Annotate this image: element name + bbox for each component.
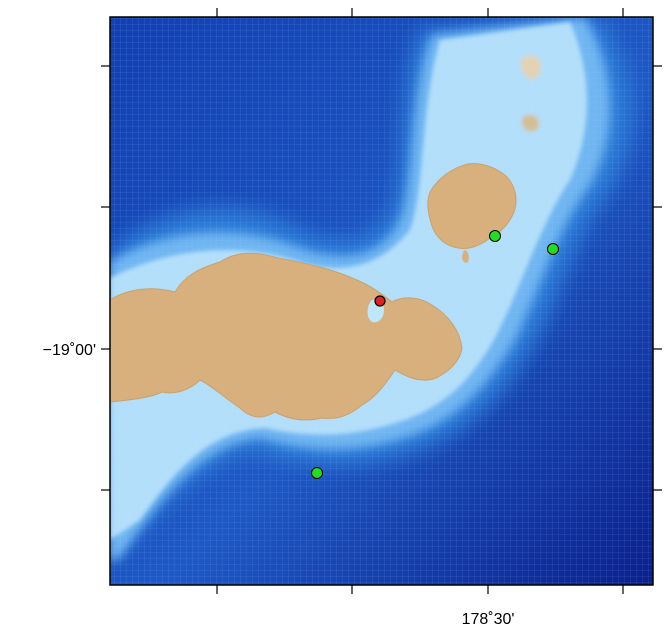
- map-area: [110, 17, 653, 585]
- station-marker-green-1[interactable]: [489, 230, 501, 242]
- main-island: [110, 252, 463, 421]
- station-marker-green-2[interactable]: [547, 243, 559, 255]
- latitude-label: −19˚00': [43, 342, 96, 359]
- map-frame: [109, 16, 654, 586]
- tick-marks: [101, 8, 662, 594]
- northeast-island: [427, 163, 517, 249]
- station-marker-green-3[interactable]: [311, 467, 323, 479]
- longitude-label: 178˚30': [462, 611, 515, 628]
- station-marker-red[interactable]: [374, 295, 386, 307]
